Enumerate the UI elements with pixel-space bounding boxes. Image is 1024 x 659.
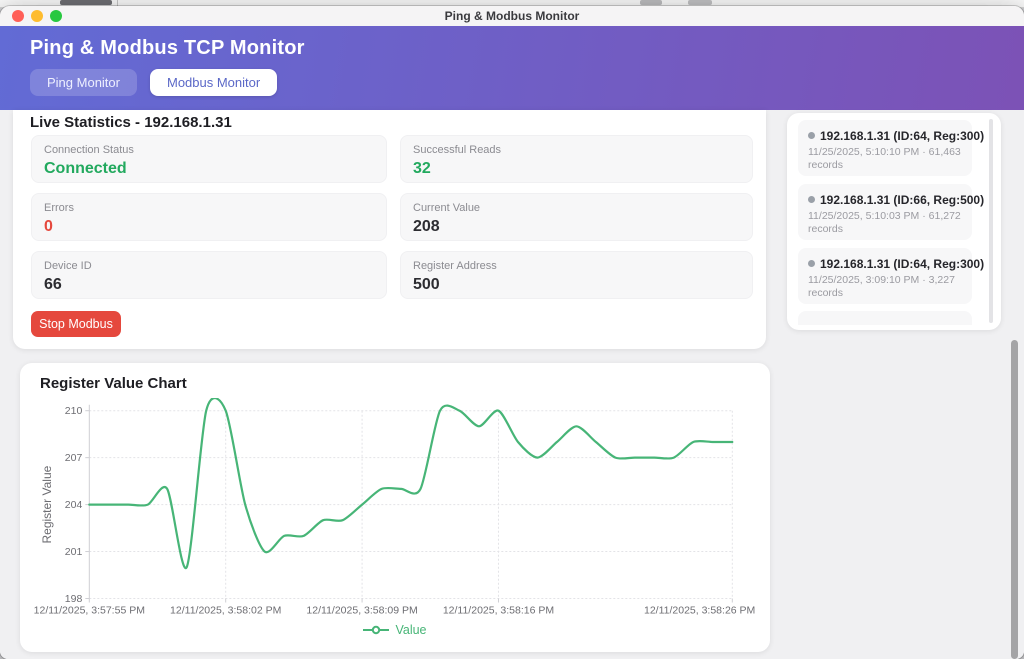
- stat-label: Errors: [44, 202, 74, 214]
- svg-text:Register Value: Register Value: [40, 465, 54, 543]
- history-item[interactable]: 192.168.1.31 (ID:64, Reg:300) 11/25/2025…: [798, 120, 984, 176]
- stat-label: Register Address: [413, 260, 497, 272]
- svg-text:12/11/2025, 3:58:26 PM: 12/11/2025, 3:58:26 PM: [644, 605, 755, 617]
- svg-text:204: 204: [65, 499, 83, 511]
- register-value-chart: 198 201 204 207 210 12/11/2025, 3:57:55 PM 12/…: [25, 397, 770, 617]
- stat-label: Connection Status: [44, 144, 134, 156]
- app-header: Ping & Modbus TCP Monitor Ping Monitor M…: [0, 26, 1024, 110]
- svg-text:207: 207: [65, 452, 83, 464]
- main-content: Live Statistics - 192.168.1.31 Connectio…: [0, 110, 1024, 659]
- stat-card-device-id: Device ID 66: [31, 251, 387, 299]
- background-toolbar-icon: [640, 0, 662, 5]
- stat-card-connection-status: Connection Status Connected: [31, 135, 387, 183]
- fullscreen-window-button[interactable]: [50, 10, 62, 22]
- svg-text:12/11/2025, 3:58:16 PM: 12/11/2025, 3:58:16 PM: [443, 605, 554, 617]
- stat-label: Current Value: [413, 202, 481, 214]
- status-dot-icon: [808, 132, 815, 139]
- legend-label: Value: [395, 623, 427, 637]
- chart-title: Register Value Chart: [40, 375, 187, 392]
- tab-bar: Ping Monitor Modbus Monitor: [30, 69, 278, 96]
- history-panel: 192.168.1.31 (ID:64, Reg:300) 11/25/2025…: [787, 113, 1001, 330]
- status-dot-icon: [808, 196, 815, 203]
- minimize-window-button[interactable]: [31, 10, 43, 22]
- svg-text:12/11/2025, 3:57:55 PM: 12/11/2025, 3:57:55 PM: [34, 605, 145, 617]
- stat-card-current-value: Current Value 208: [400, 193, 753, 241]
- stat-label: Device ID: [44, 260, 92, 272]
- tab-ping-monitor[interactable]: Ping Monitor: [30, 69, 137, 96]
- history-item-title: 192.168.1.31 (ID:64, Reg:300): [808, 257, 984, 271]
- svg-text:12/11/2025, 3:58:02 PM: 12/11/2025, 3:58:02 PM: [170, 605, 281, 617]
- history-item-meta: 11/25/2025, 5:10:03 PM · 61,272 records: [808, 210, 961, 235]
- stat-value: Connected: [44, 160, 127, 177]
- svg-text:210: 210: [65, 405, 83, 417]
- background-toolbar-button: [688, 0, 712, 5]
- stat-value: 0: [44, 218, 53, 235]
- stat-value: 66: [44, 276, 62, 293]
- stat-card-errors: Errors 0: [31, 193, 387, 241]
- stat-grid: Connection Status Connected Successful R…: [31, 135, 753, 299]
- history-item-title: 192.168.1.31 (ID:64, Reg:300): [808, 129, 984, 143]
- legend-line-marker-icon: [363, 625, 390, 635]
- stat-value: 32: [413, 160, 431, 177]
- page-title: Ping & Modbus TCP Monitor: [30, 37, 305, 59]
- status-dot-icon: [808, 260, 815, 267]
- register-value-chart-panel: Register Value Chart 198 201 204 207 210 12/1…: [20, 363, 770, 652]
- live-statistics-panel: Live Statistics - 192.168.1.31 Connectio…: [13, 110, 766, 349]
- close-window-button[interactable]: [12, 10, 24, 22]
- window-titlebar: Ping & Modbus Monitor: [0, 6, 1024, 26]
- svg-text:12/11/2025, 3:58:09 PM: 12/11/2025, 3:58:09 PM: [306, 605, 417, 617]
- history-scrollbar[interactable]: [989, 119, 993, 323]
- stat-card-register-address: Register Address 500: [400, 251, 753, 299]
- window-title: Ping & Modbus Monitor: [444, 9, 580, 23]
- traffic-lights: [12, 10, 62, 22]
- stat-value: 500: [413, 276, 440, 293]
- stat-value: 208: [413, 218, 440, 235]
- background-divider: [117, 0, 118, 6]
- history-item-title: 192.168.1.31 (ID:66, Reg:500): [808, 193, 984, 207]
- window-scrollbar[interactable]: [1011, 340, 1018, 659]
- history-item[interactable]: 192.168.1.31 (ID:64, Reg:300) 11/25/2025…: [798, 248, 984, 304]
- stat-card-successful-reads: Successful Reads 32: [400, 135, 753, 183]
- history-item-meta: 11/25/2025, 5:10:10 PM · 61,463 records: [808, 146, 961, 171]
- tab-modbus-monitor[interactable]: Modbus Monitor: [149, 69, 278, 96]
- app-window: Ping & Modbus Monitor Ping & Modbus TCP …: [0, 6, 1024, 659]
- stop-modbus-button[interactable]: Stop Modbus: [31, 311, 121, 337]
- stat-label: Successful Reads: [413, 144, 502, 156]
- live-statistics-heading: Live Statistics - 192.168.1.31: [30, 114, 232, 131]
- history-item[interactable]: 192.168.1.31 (ID:66, Reg:500) 11/25/2025…: [798, 184, 984, 240]
- chart-legend-value[interactable]: Value: [20, 623, 770, 637]
- svg-text:201: 201: [65, 546, 83, 558]
- background-text-fragment: [60, 0, 112, 5]
- history-item-partial[interactable]: [798, 311, 972, 325]
- svg-text:198: 198: [65, 593, 83, 605]
- history-item-meta: 11/25/2025, 3:09:10 PM · 3,227 records: [808, 274, 955, 299]
